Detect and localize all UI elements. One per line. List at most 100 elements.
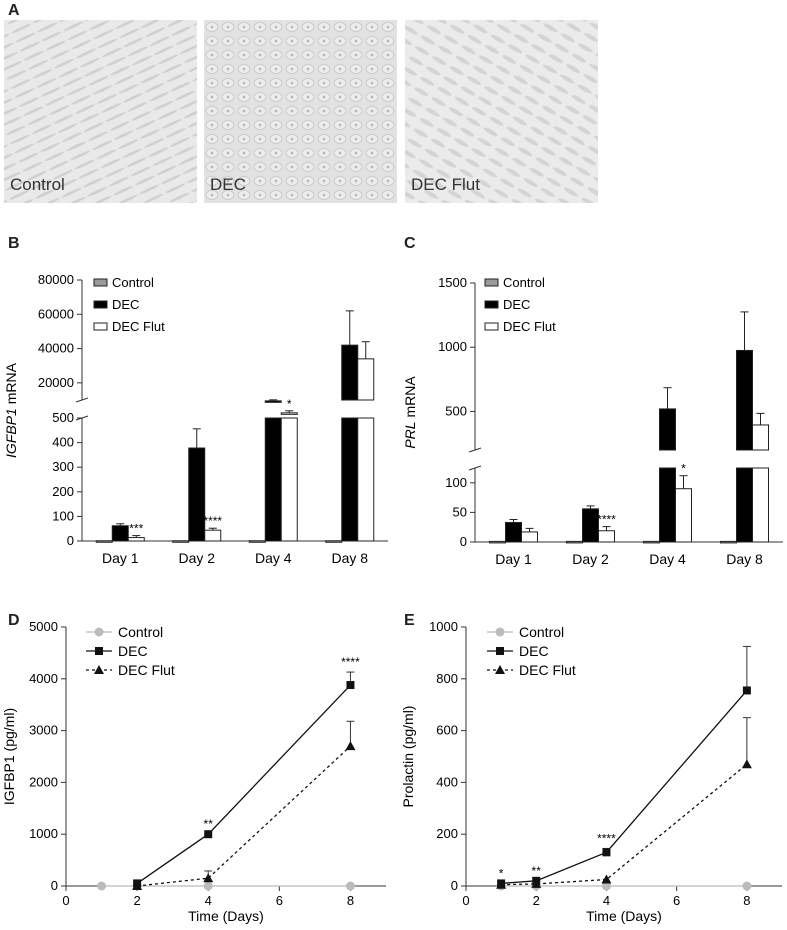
- y-tick-label: 80000: [38, 272, 74, 287]
- bar-b-dec-lower: [341, 417, 359, 542]
- chart-c-prl-mrna: 0 50 100 500 1000 1500 PRL mRNA Day 1 Day 2 **** D…: [402, 275, 783, 567]
- panel-letter-e: E: [404, 612, 415, 629]
- bar-c-control: [566, 540, 583, 544]
- legend-label: DEC: [112, 297, 139, 312]
- legend-label: Control: [519, 624, 564, 640]
- legend-swatch-dec-flut: [93, 322, 108, 331]
- bar-b-dec-upper: [341, 344, 359, 401]
- legend-label: DEC Flut: [503, 319, 556, 334]
- legend-label: DEC Flut: [112, 319, 165, 334]
- y-axis-label-c: PRL mRNA: [402, 376, 418, 449]
- significance-annotation: *: [681, 462, 686, 476]
- bar-c-dec-upper: [736, 349, 753, 451]
- axis-break-mark: [75, 415, 89, 421]
- bar-b-dec-flut: [127, 537, 145, 542]
- x-tick-label: 0: [62, 893, 69, 908]
- y-tick-label: 600: [436, 723, 458, 738]
- series-line-dec: [501, 690, 748, 885]
- x-tick-label: 2: [533, 893, 540, 908]
- y-tick-label: 400: [52, 435, 74, 450]
- bar-c-dec-lower: [659, 467, 676, 543]
- data-point-control: [601, 881, 611, 891]
- y-tick-label: 100: [52, 508, 74, 523]
- x-tick-label: 8: [347, 893, 354, 908]
- legend-swatch-control: [93, 278, 108, 287]
- x-tick-label: 6: [276, 893, 283, 908]
- x-tick-label: Day 1: [495, 551, 532, 567]
- significance-annotation: ***: [129, 522, 143, 536]
- y-tick-label: 500: [52, 410, 74, 425]
- legend-marker-dec-flut: [94, 665, 104, 674]
- y-tick-label: 400: [436, 774, 458, 789]
- micrograph-dec-flut: DEC Flut: [405, 20, 598, 203]
- y-tick-label: 100: [445, 475, 467, 490]
- legend-marker-control: [495, 627, 505, 637]
- bar-c-dec: [505, 521, 522, 543]
- chart-d-igfbp1-secretion: 0 1000 2000 3000 4000 5000 0 2 4 6 8 Time (Days) IGF…: [1, 619, 386, 924]
- y-tick-label: 1500: [438, 275, 467, 290]
- x-tick-label: 8: [743, 893, 750, 908]
- y-axis-label-e: Prolactin (pg/ml): [400, 706, 416, 808]
- x-tick-label: 2: [133, 893, 140, 908]
- significance-annotation: **: [204, 817, 214, 831]
- y-tick-label: 200: [436, 826, 458, 841]
- micrograph-label-dec: DEC: [210, 175, 246, 194]
- significance-annotation: ****: [203, 514, 222, 528]
- bar-b-dec-lower: [264, 417, 282, 542]
- data-point-dec: [346, 681, 355, 690]
- panel-letter-a: A: [8, 2, 20, 19]
- significance-annotation: *: [499, 866, 504, 880]
- bar-c-dec-upper: [659, 408, 676, 451]
- y-tick-label: 5000: [29, 619, 58, 634]
- y-tick-label: 300: [52, 459, 74, 474]
- panel-letter-d: D: [8, 612, 20, 629]
- chart-e-prolactin-secretion: 0 200 400 600 800 1000 0 2 4 6 8 Time (Days) Prolact…: [400, 619, 782, 924]
- legend-label: Control: [118, 624, 163, 640]
- micrograph-control-image: [4, 20, 197, 203]
- micrograph-label-dec-flut: DEC Flut: [411, 175, 480, 194]
- significance-annotation: ****: [341, 655, 360, 669]
- x-axis-label-d: Time (Days): [188, 908, 264, 924]
- axis-break-mark: [468, 465, 482, 471]
- data-point-dec: [742, 686, 751, 695]
- data-point-dec-flut: [741, 759, 752, 769]
- x-tick-label: Day 8: [726, 551, 763, 567]
- y-tick-label: 0: [460, 534, 467, 549]
- y-tick-label: 3000: [29, 723, 58, 738]
- bar-c-dec: [582, 508, 599, 543]
- bar-b-control: [248, 540, 266, 543]
- bar-b-dec-flut: [204, 529, 222, 542]
- x-tick-label: Day 4: [649, 551, 686, 567]
- micrograph-dec-image: [204, 20, 397, 203]
- bar-b-control: [325, 540, 343, 543]
- bar-c-dec-flut: [675, 488, 692, 543]
- bar-b-control: [95, 540, 113, 543]
- y-tick-label: 800: [436, 671, 458, 686]
- bar-c-dec-flut-lower: [752, 467, 769, 543]
- micrograph-control: Control: [4, 20, 197, 203]
- data-point-dec-flut: [345, 741, 356, 751]
- y-axis-label-d: IGFBP1 (pg/ml): [1, 708, 17, 805]
- y-tick-label: 20000: [38, 375, 74, 390]
- bar-c-dec-lower: [736, 467, 753, 543]
- significance-annotation: ****: [597, 831, 616, 845]
- bar-c-control: [720, 540, 737, 544]
- data-point-dec: [602, 848, 611, 857]
- x-tick-label: 4: [603, 893, 610, 908]
- y-tick-label: 60000: [38, 306, 74, 321]
- significance-annotation: **: [532, 864, 542, 878]
- bar-b-dec-flut-lower: [280, 417, 298, 542]
- x-tick-label: Day 2: [178, 550, 215, 566]
- y-tick-label: 4000: [29, 671, 58, 686]
- data-point-dec-flut: [496, 879, 507, 889]
- x-tick-label: Day 1: [102, 550, 139, 566]
- data-point-control: [742, 881, 752, 891]
- y-tick-label: 50: [453, 504, 467, 519]
- data-point-control: [97, 881, 107, 891]
- data-point-dec-flut: [132, 881, 143, 890]
- data-point-dec-flut: [601, 874, 612, 884]
- y-tick-label: 500: [445, 403, 467, 418]
- legend-swatch-control: [484, 278, 499, 287]
- y-tick-label: 1000: [29, 826, 58, 841]
- y-tick-label: 0: [67, 533, 74, 548]
